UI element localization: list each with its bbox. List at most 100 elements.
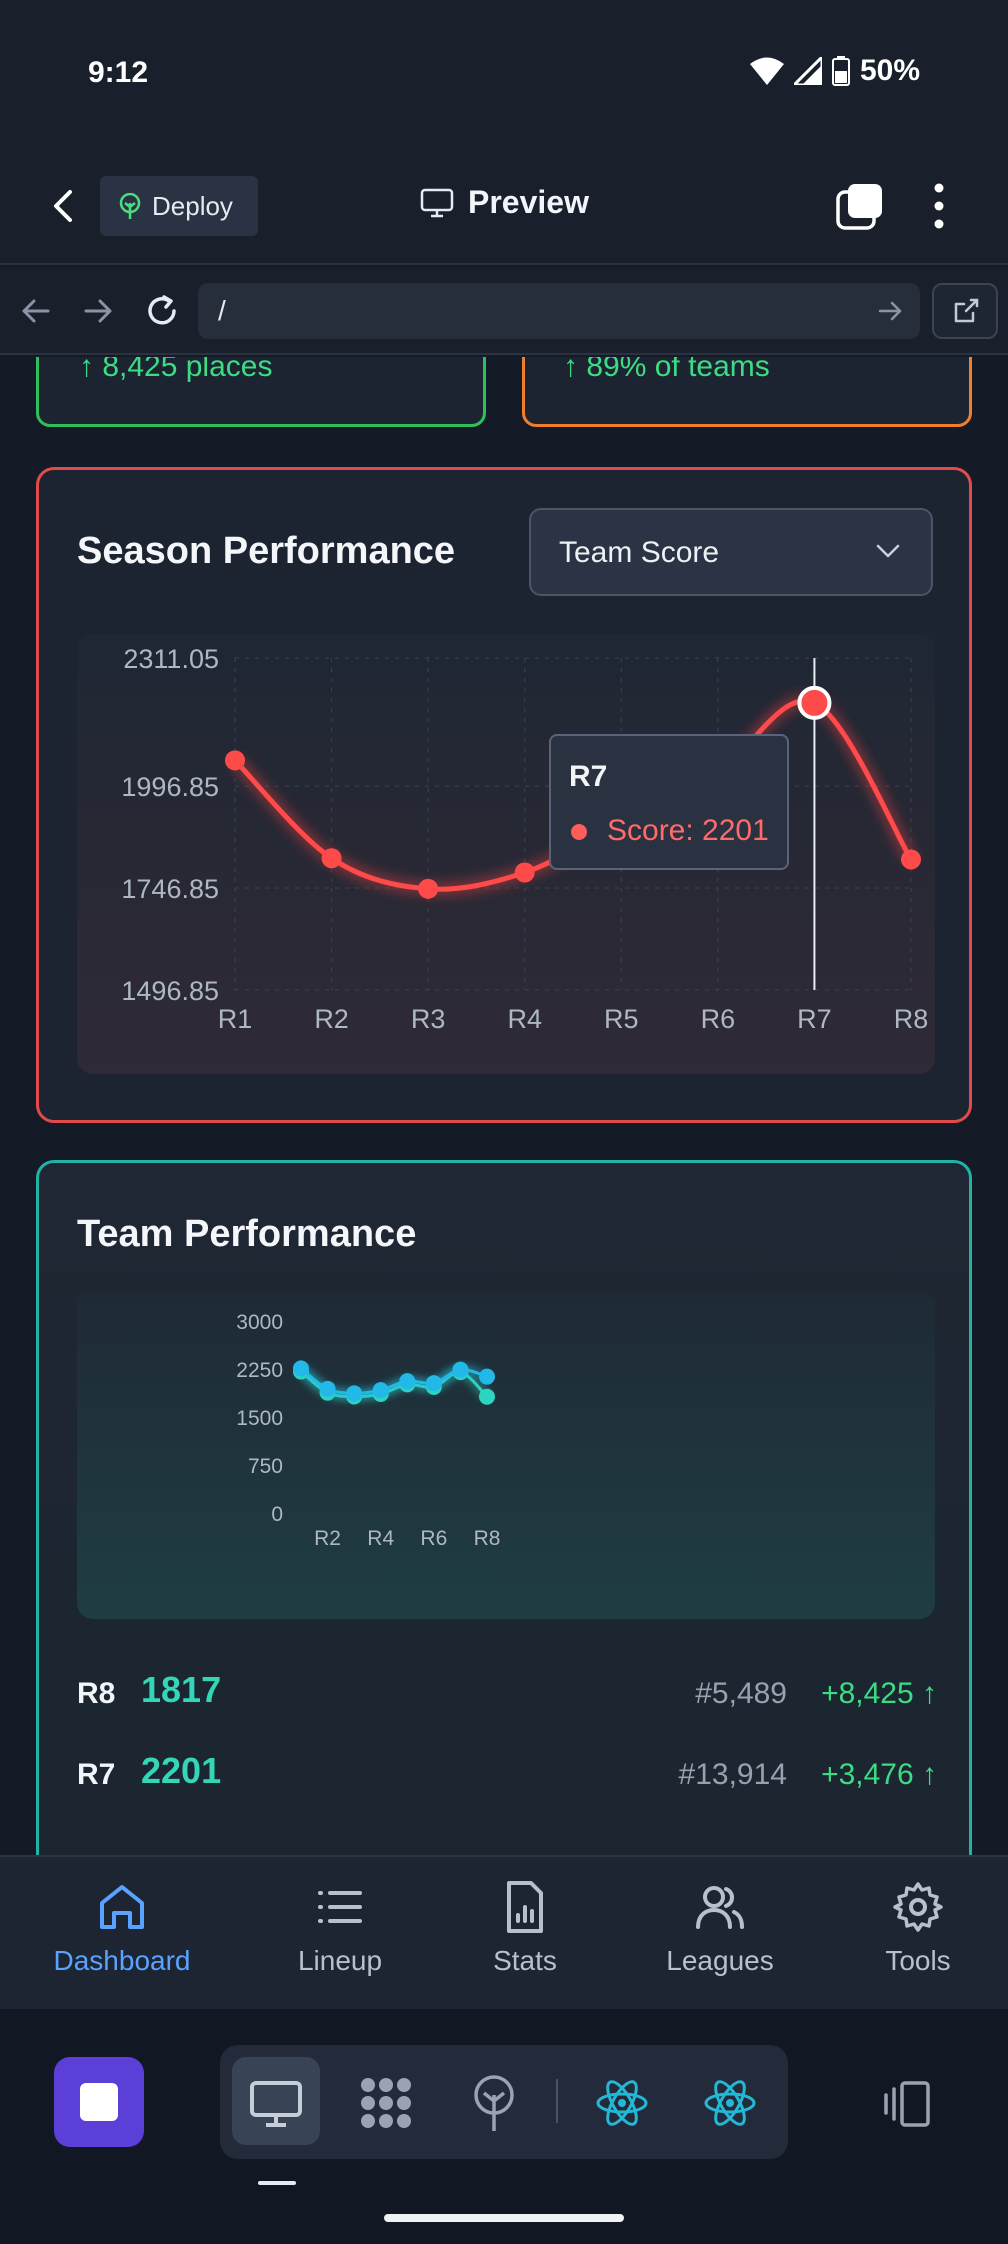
x-tick-label: R7 <box>797 1004 832 1034</box>
x-tick-label: R5 <box>604 1004 639 1034</box>
status-icons: 50% <box>749 54 920 88</box>
data-point <box>319 1380 336 1397</box>
data-point <box>372 1382 389 1399</box>
stat-card-places: ↑ 8,425 places <box>36 357 486 427</box>
round-score: 2201 <box>141 1750 222 1791</box>
stat-card-teams: ↑ 89% of teams <box>522 357 972 427</box>
data-point <box>479 1368 495 1385</box>
open-external-button[interactable] <box>932 283 998 339</box>
round-rank: #5,489 <box>695 1677 787 1710</box>
nav-tools-label: Tools <box>885 1945 951 1976</box>
go-arrow-icon[interactable] <box>876 297 904 325</box>
app-header: Deploy Preview <box>0 150 1008 265</box>
browser-forward-icon[interactable] <box>78 291 118 331</box>
nav-stats[interactable]: Stats <box>445 1879 605 1977</box>
team-chart-area <box>77 1291 935 1619</box>
battery-level: 50% <box>859 54 920 87</box>
url-field[interactable]: / <box>198 283 920 339</box>
chevron-down-icon <box>876 544 900 558</box>
status-time: 9:12 <box>88 56 149 89</box>
round-row[interactable]: R7 2201 #13,914 +3,476 ↑ <box>77 1744 937 1804</box>
round-label: R8 <box>77 1677 116 1710</box>
round-score: 1817 <box>141 1669 222 1710</box>
monitor-icon <box>420 188 454 217</box>
status-bar: 9:12 50% <box>0 0 1008 150</box>
team-performance-card: Team Performance 3000 2250 1500 750 0 R2 R4 R6 R… <box>36 1160 972 1857</box>
nav-lineup[interactable]: Lineup <box>260 1879 420 1977</box>
data-point <box>514 862 535 883</box>
preview-title[interactable]: Preview <box>420 184 589 221</box>
stats-file-icon <box>507 1881 543 1933</box>
round-change: +8,425 ↑ <box>821 1677 937 1710</box>
more-options-icon[interactable] <box>926 182 952 230</box>
wifi-icon <box>749 57 784 85</box>
y-tick-label: 0 <box>271 1503 283 1526</box>
data-point <box>321 848 342 869</box>
reload-icon[interactable] <box>142 291 182 331</box>
dots-grid-icon[interactable] <box>356 2073 416 2133</box>
dock-separator <box>556 2079 558 2123</box>
x-tick-label: R6 <box>420 1527 447 1550</box>
home-icon <box>100 1885 144 1929</box>
season-performance-title: Season Performance <box>77 530 456 572</box>
battery-icon <box>831 56 850 86</box>
x-tick-label: R4 <box>507 1004 542 1034</box>
data-point <box>479 1388 495 1405</box>
y-tick-label: 3000 <box>236 1311 283 1334</box>
dashboard-content[interactable]: ↑ 8,425 places ↑ 89% of teams Season Per… <box>0 357 1008 1857</box>
signal-icon <box>793 57 822 85</box>
tooltip-dot-icon <box>571 824 587 840</box>
deploy-icon <box>119 193 141 219</box>
metric-select[interactable]: Team Score <box>529 508 933 596</box>
x-tick-label: R8 <box>894 1004 929 1034</box>
data-point <box>293 1360 309 1377</box>
stop-button[interactable] <box>54 2057 144 2147</box>
stat-card-places-text: ↑ 8,425 places <box>79 357 273 383</box>
x-tick-label: R2 <box>314 1004 349 1034</box>
y-tick-label: 1746.85 <box>121 874 219 904</box>
preview-label: Preview <box>468 184 589 220</box>
home-indicator <box>384 2214 624 2222</box>
gear-icon <box>893 1882 943 1932</box>
nav-dashboard[interactable]: Dashboard <box>42 1879 202 1977</box>
data-point <box>225 750 245 771</box>
x-tick-label: R6 <box>701 1004 736 1034</box>
antenna-icon[interactable] <box>464 2073 524 2133</box>
data-point <box>399 1373 416 1390</box>
y-tick-label: 1500 <box>236 1407 283 1430</box>
y-tick-label: 1496.85 <box>121 976 219 1006</box>
round-row[interactable]: R8 1817 #5,489 +8,425 ↑ <box>77 1663 937 1723</box>
nav-leagues-label: Leagues <box>666 1945 774 1976</box>
device-frame-icon[interactable] <box>880 2081 934 2127</box>
dock-selected-indicator <box>232 2057 320 2145</box>
team-line-chart[interactable]: 3000 2250 1500 750 0 R2 R4 R6 R8 <box>39 1163 975 1623</box>
stop-icon <box>80 2083 118 2121</box>
react-icon[interactable] <box>592 2073 652 2133</box>
round-rank: #13,914 <box>678 1758 787 1791</box>
deploy-button[interactable]: Deploy <box>100 176 258 236</box>
url-text: / <box>218 295 226 326</box>
react-icon[interactable] <box>700 2073 760 2133</box>
bottom-navigation: Dashboard Lineup Stats Leagues Tools <box>0 1855 1008 2009</box>
x-tick-label: R3 <box>411 1004 446 1034</box>
back-arrow-icon[interactable] <box>44 186 84 226</box>
data-point <box>346 1385 363 1402</box>
x-tick-label: R8 <box>474 1527 501 1550</box>
nav-leagues[interactable]: Leagues <box>640 1879 800 1977</box>
metric-select-value: Team Score <box>559 536 720 569</box>
y-tick-label: 2250 <box>236 1359 283 1382</box>
y-tick-label: 2311.05 <box>123 644 219 674</box>
round-label: R7 <box>77 1758 116 1791</box>
browser-back-icon[interactable] <box>16 291 56 331</box>
y-tick-label: 750 <box>248 1455 283 1478</box>
nav-dashboard-label: Dashboard <box>53 1945 191 1976</box>
nav-lineup-label: Lineup <box>297 1945 383 1976</box>
monitor-icon[interactable] <box>246 2073 306 2133</box>
tooltip-label: R7 <box>569 760 608 793</box>
tabs-icon[interactable] <box>836 182 884 230</box>
team-performance-title: Team Performance <box>77 1213 417 1255</box>
dock-active-underline <box>258 2181 296 2185</box>
tooltip-value: Score: 2201 <box>607 814 769 847</box>
nav-tools[interactable]: Tools <box>838 1879 998 1977</box>
